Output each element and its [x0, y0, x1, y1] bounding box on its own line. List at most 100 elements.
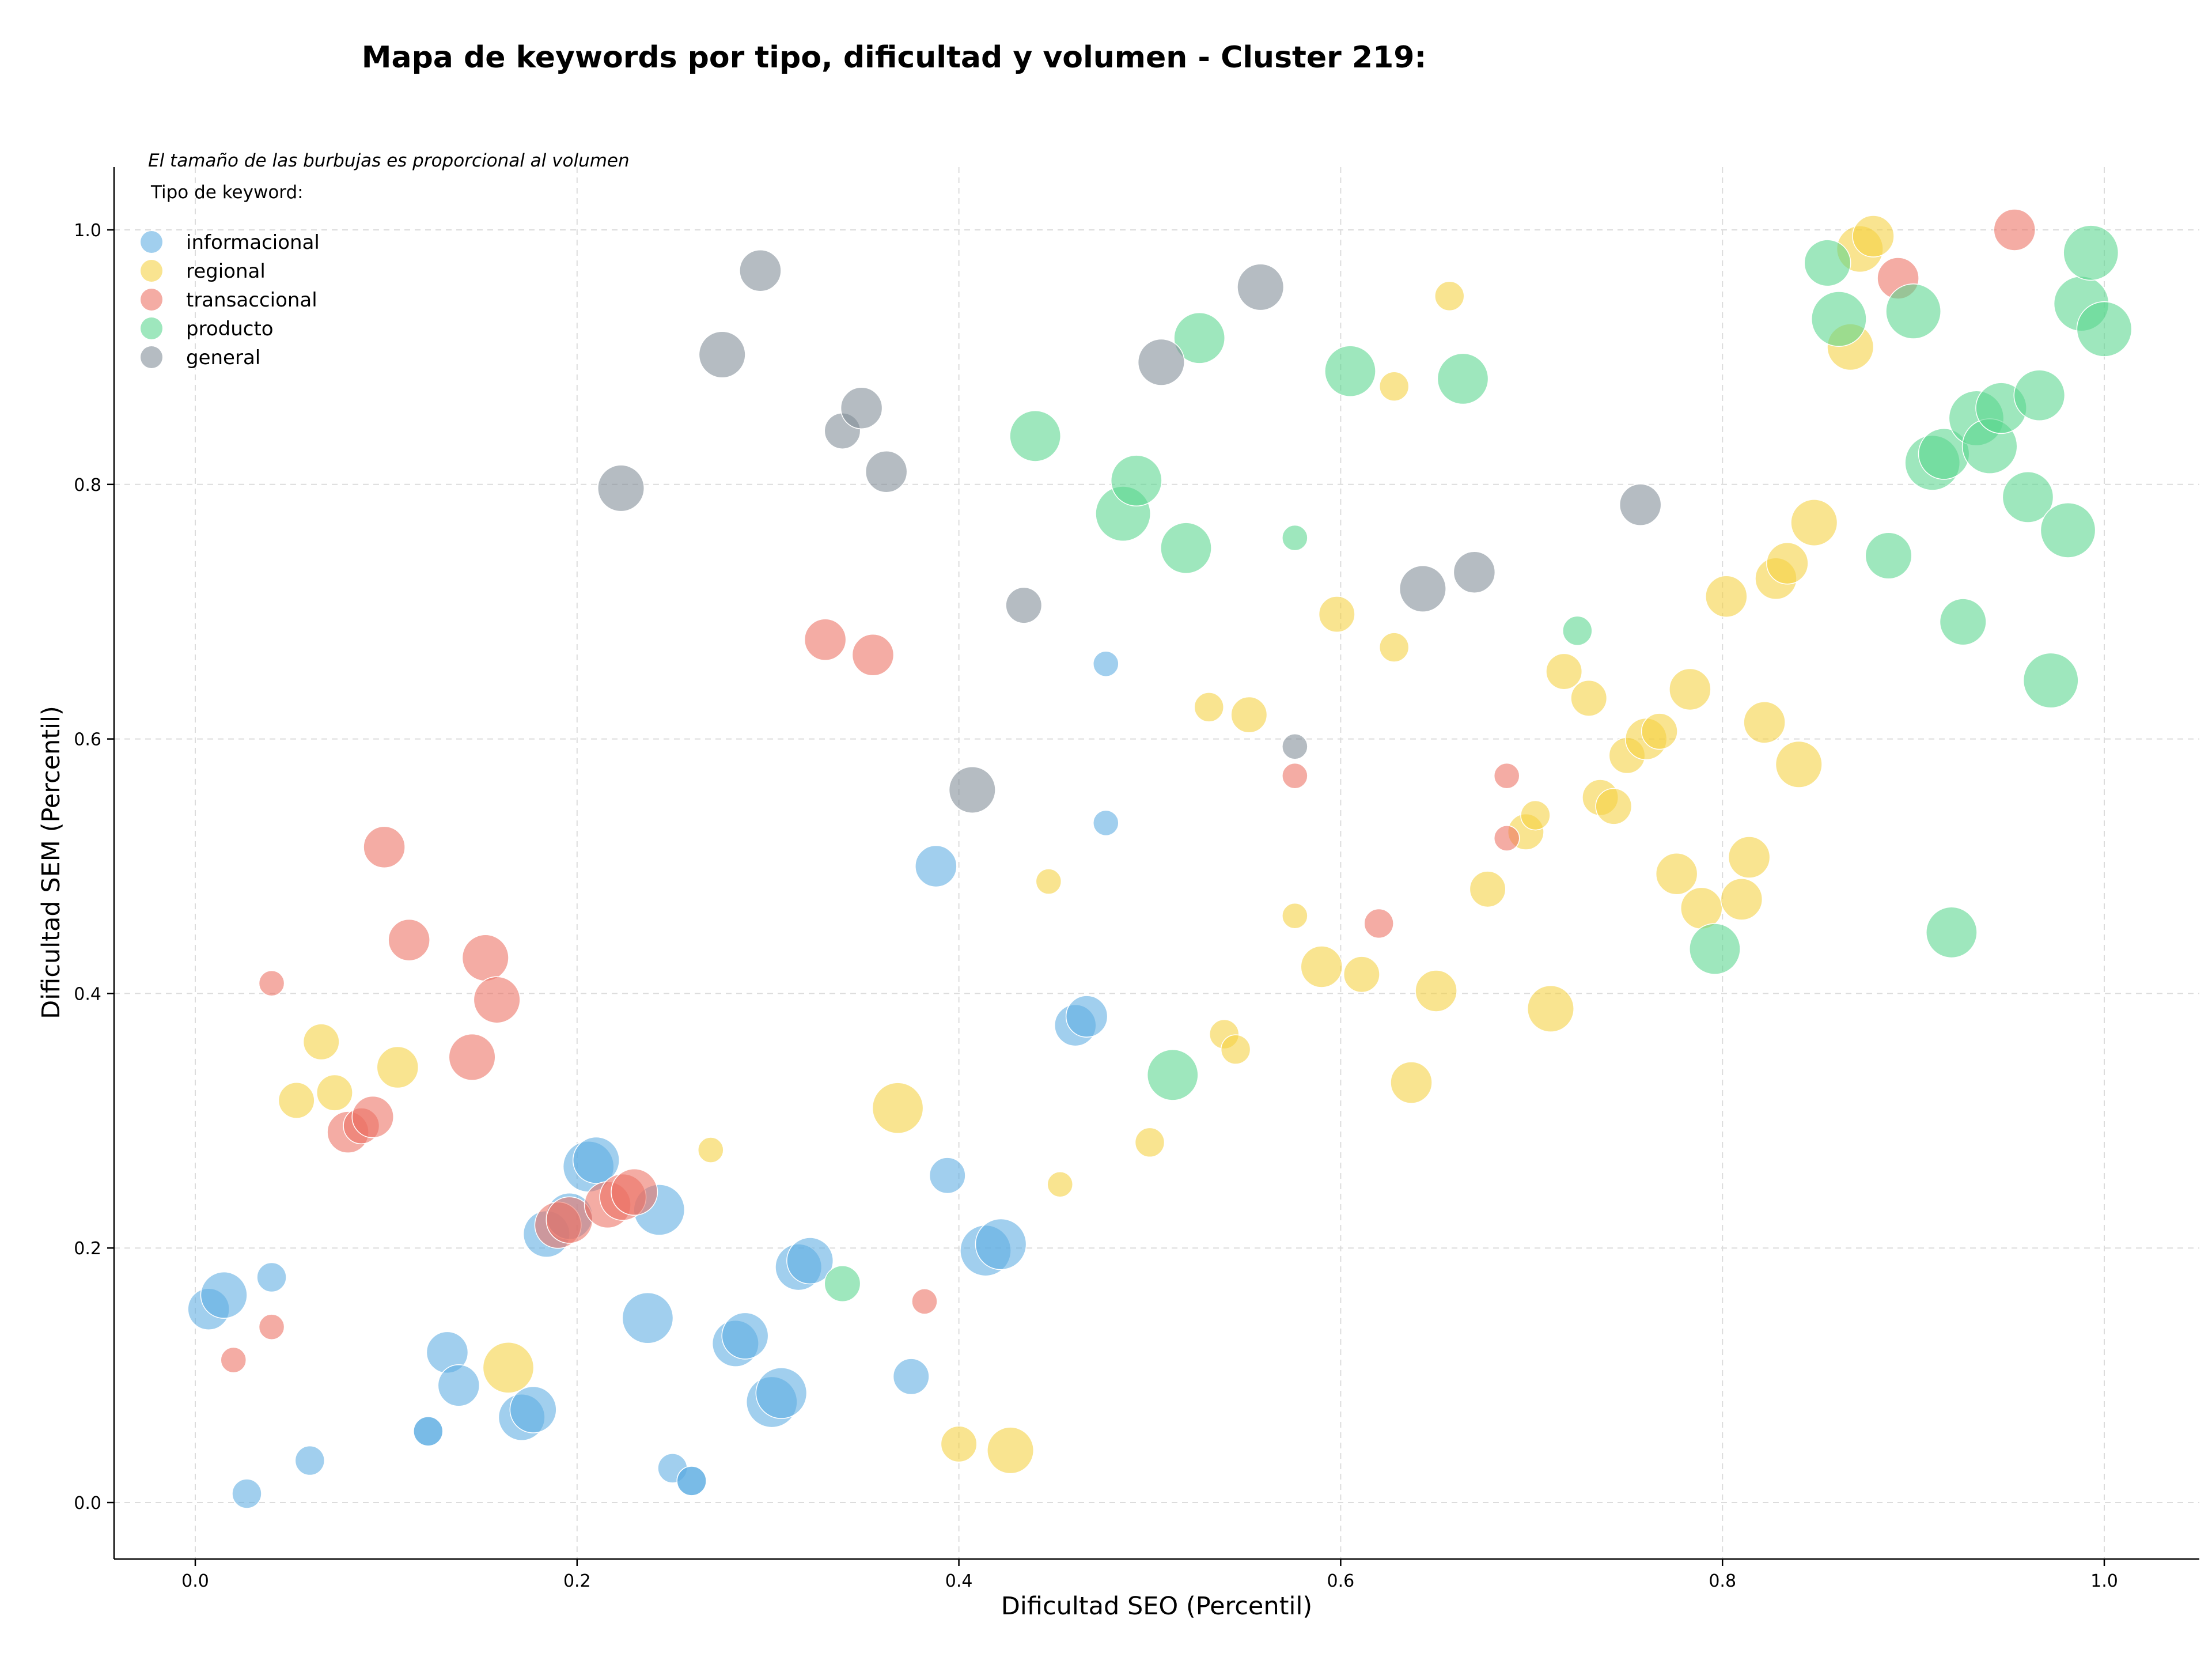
x-tick-label: 1.0 — [2090, 1571, 2118, 1591]
x-tick-label: 0.6 — [1327, 1571, 1355, 1591]
bubble-producto — [2040, 502, 2096, 558]
bubble-transaccional — [258, 970, 285, 997]
bubble-producto — [1939, 598, 1987, 646]
legend-marker-informacional — [141, 231, 162, 253]
bubble-regional — [1546, 653, 1583, 690]
bubble-informacional — [1065, 995, 1108, 1038]
bubble-regional — [1134, 1127, 1165, 1158]
bubble-regional — [1680, 887, 1723, 930]
bubble-regional — [482, 1342, 535, 1394]
grid — [114, 167, 2199, 1559]
bubble-regional — [1852, 215, 1895, 258]
bubble-regional — [1766, 542, 1809, 585]
bubble-regional — [940, 1425, 978, 1463]
bubble-transaccional — [473, 976, 521, 1024]
bubble-regional — [872, 1082, 924, 1134]
legend-marker-regional — [141, 260, 162, 282]
legend-note: El tamaño de las burbujas es proporciona… — [148, 150, 630, 171]
bubble-regional — [1230, 696, 1268, 733]
bubble-producto — [1885, 283, 1941, 339]
bubble-general — [739, 249, 782, 292]
bubble-regional — [302, 1023, 340, 1061]
bubble-transaccional — [448, 1033, 496, 1081]
bubble-regional — [1595, 788, 1633, 825]
bubble-informacional — [721, 1312, 769, 1360]
bubble-regional — [376, 1046, 419, 1089]
bubble-general — [1282, 733, 1308, 760]
bubble-producto — [2076, 301, 2133, 357]
x-axis-label: Dificultad SEO (Percentil) — [1001, 1592, 1312, 1621]
bubble-producto — [1810, 291, 1867, 347]
bubble-transaccional — [1282, 762, 1308, 789]
bubble-producto — [2013, 369, 2066, 422]
axes — [113, 167, 2199, 1560]
bubble-regional — [1343, 956, 1380, 993]
bubble-producto — [1689, 923, 1741, 975]
bubble-regional — [1390, 1061, 1433, 1104]
bubble-informacional — [413, 1416, 444, 1447]
bubble-regional — [1469, 871, 1506, 908]
bubble-transaccional — [351, 1095, 394, 1138]
bubble-regional — [1527, 985, 1574, 1032]
legend-label-producto: producto — [186, 317, 274, 340]
x-tick-label: 0.0 — [181, 1571, 209, 1591]
x-tick-label: 0.2 — [563, 1571, 591, 1591]
bubble-transaccional — [611, 1168, 658, 1216]
legend-marker-general — [141, 346, 162, 368]
bubble-regional — [1378, 632, 1410, 663]
bubble-regional — [1720, 878, 1763, 921]
bubble-transaccional — [388, 918, 430, 962]
bubble-informacional — [509, 1386, 557, 1433]
bubble-transaccional — [851, 634, 895, 676]
bubble-regional — [1415, 970, 1457, 1012]
bubble-regional — [1220, 1034, 1251, 1065]
bubble-informacional — [915, 845, 957, 888]
series-general — [597, 249, 1662, 814]
y-tick-label: 0.8 — [74, 475, 101, 495]
bubble-producto — [2022, 652, 2079, 709]
bubble-informacional — [786, 1237, 834, 1285]
bubble-regional — [1669, 668, 1711, 711]
bubble-informacional — [929, 1157, 966, 1194]
bubble-transaccional — [461, 934, 509, 982]
bubble-regional — [1775, 740, 1823, 788]
chart-title: Mapa de keywords por tipo, dificultad y … — [362, 40, 1427, 75]
bubble-producto — [1160, 522, 1212, 574]
y-tick-label: 0.4 — [74, 984, 101, 1004]
bubble-producto — [2002, 471, 2054, 523]
bubbles — [187, 209, 2133, 1509]
legend-label-regional: regional — [186, 260, 266, 283]
bubble-general — [1137, 338, 1185, 386]
bubble-regional — [1520, 800, 1551, 831]
bubble-producto — [1562, 615, 1593, 646]
bubble-transaccional — [804, 618, 847, 661]
legend-label-transaccional: transaccional — [186, 289, 317, 312]
bubble-regional — [1655, 853, 1698, 895]
legend-marker-producto — [141, 317, 162, 339]
bubble-producto — [1146, 1049, 1199, 1101]
bubble-general — [597, 464, 645, 512]
bubble-informacional — [676, 1466, 707, 1496]
bubble-regional — [1047, 1171, 1074, 1198]
bubble-producto — [1324, 345, 1376, 398]
legend: El tamaño de las burbujas es proporciona… — [141, 150, 630, 369]
bubble-producto — [1865, 532, 1912, 580]
bubble-general — [1619, 483, 1662, 526]
bubble-producto — [824, 1265, 861, 1302]
bubble-informacional — [622, 1292, 674, 1344]
y-tick-label: 1.0 — [74, 221, 101, 241]
series-informacional — [187, 650, 1119, 1509]
bubble-regional — [316, 1074, 353, 1111]
bubble-transaccional — [1493, 825, 1520, 852]
bubble-transaccional — [363, 826, 406, 869]
legend-marker-transaccional — [141, 289, 162, 311]
bubble-producto — [1110, 455, 1162, 507]
legend-label-general: general — [186, 346, 260, 369]
bubble-transaccional — [1493, 762, 1520, 789]
bubble-transaccional — [1363, 908, 1394, 939]
y-axis-label: Dificultad SEM (Percentil) — [37, 706, 66, 1019]
bubble-regional — [1641, 713, 1678, 750]
bubble-regional — [1728, 836, 1771, 879]
bubble-regional — [1318, 596, 1355, 633]
ticks: 0.0 0.2 0.4 0.6 0.8 1.0 0.0 0.2 0.4 0.6 0.8 1.0 — [74, 221, 2118, 1591]
